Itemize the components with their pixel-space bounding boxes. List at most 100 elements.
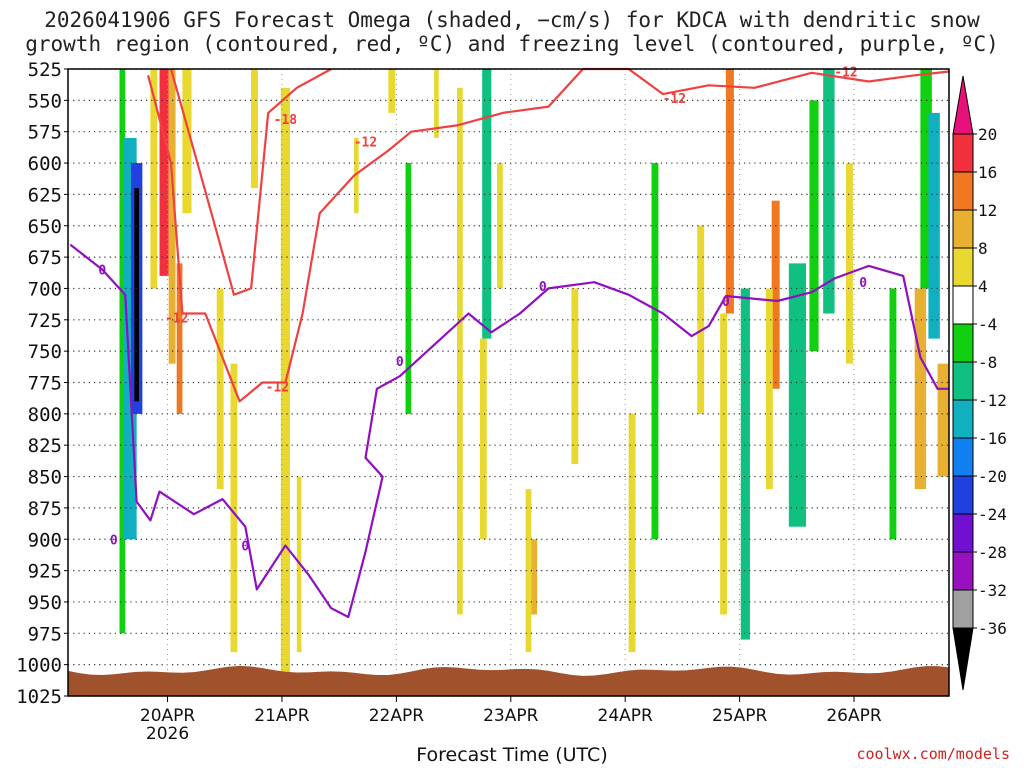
y-tick-label: 800: [28, 404, 62, 426]
y-tick-label: 850: [28, 467, 62, 489]
y-tick-label: 1025: [16, 686, 62, 708]
contour-label: 0: [241, 540, 249, 555]
omega-cell: [134, 188, 139, 402]
omega-cell: [823, 69, 835, 314]
omega-cell: [937, 363, 949, 477]
y-tick-label: 975: [28, 623, 62, 645]
omega-cell: [434, 69, 439, 138]
colorbar-label: -32: [978, 581, 1007, 600]
omega-cell: [765, 288, 773, 490]
contour-label: 0: [396, 355, 404, 370]
y-tick-label: 675: [28, 247, 62, 269]
colorbar-segment: [952, 513, 974, 553]
dgz-minus12-contour: [147, 67, 950, 403]
contour-label: 0: [98, 264, 106, 279]
contour-label: -12: [266, 380, 289, 395]
contour-label: 0: [539, 280, 547, 295]
omega-cell: [571, 288, 579, 465]
y-tick-label: 900: [28, 529, 62, 551]
y-tick-label: 700: [28, 278, 62, 300]
colorbar-label: 16: [978, 163, 997, 182]
contour-label: -12: [834, 66, 857, 81]
x-tick-label: 23APR: [483, 706, 539, 726]
omega-cell: [740, 288, 750, 640]
contour-labels: 0 0 0 0 0 0 0 -12 -12 -12 -12 -12 -18: [98, 66, 867, 555]
y-tick-label: 625: [28, 184, 62, 206]
colorbar-label: 4: [978, 277, 988, 296]
omega-cell: [182, 69, 192, 214]
omega-cell: [457, 87, 463, 615]
colorbar-segment: [952, 171, 974, 211]
x-axis-label: Forecast Time (UTC): [416, 744, 608, 766]
terrain: [68, 665, 949, 696]
contour-label: -12: [165, 311, 188, 326]
freezing-level-contour: [69, 243, 949, 619]
y-tick-label: 875: [28, 498, 62, 520]
y-tick-label: 650: [28, 216, 62, 238]
omega-cell: [230, 363, 238, 653]
y-tick-label: 550: [28, 90, 62, 112]
contour-label: -18: [274, 113, 298, 128]
y-tick-label: 750: [28, 341, 62, 363]
x-tick-label: 22APR: [369, 706, 425, 726]
omega-cell: [725, 69, 734, 314]
y-tick-label: 1000: [16, 655, 62, 677]
y-axis: 525 550 575 600 625 650 675 700 725 750 775 800 825 8…: [16, 59, 950, 708]
omega-cell: [159, 69, 169, 276]
omega-cell: [920, 69, 932, 289]
omega-cell: [846, 163, 853, 364]
colorbar-segment: [952, 285, 974, 325]
chart-title-line-2: growth region (contoured, red, ºC) and f…: [25, 32, 999, 56]
omega-cell: [720, 313, 728, 615]
colorbar-label: -8: [978, 353, 997, 372]
omega-cell: [531, 539, 538, 615]
omega-cell: [479, 338, 487, 540]
omega-cell: [405, 163, 412, 414]
omega-cell: [482, 69, 492, 339]
colorbar-label: -28: [978, 543, 1007, 562]
x-tick-label: 21APR: [254, 706, 310, 726]
colorbar-segment: [952, 323, 974, 363]
omega-cell: [216, 288, 224, 490]
omega-cell: [525, 489, 532, 653]
colorbar-segment: [952, 589, 974, 629]
omega-cell: [651, 163, 659, 540]
chart-title-line-1: 2026041906 GFS Forecast Omega (shaded, −…: [44, 8, 980, 32]
x-tick-label: 25APR: [712, 706, 768, 726]
x-tick-label: 26APR: [826, 706, 882, 726]
dgz-minus18-contour: [169, 68, 332, 296]
colorbar-label: -36: [978, 619, 1007, 638]
omega-cell: [388, 69, 396, 113]
omega-cell: [914, 288, 927, 490]
omega-cell: [697, 225, 705, 414]
omega-cell: [809, 100, 819, 352]
colorbar-segment: [952, 475, 974, 515]
colorbar-label: -4: [978, 315, 997, 334]
colorbar-segment: [952, 437, 974, 477]
y-tick-label: 925: [28, 561, 62, 583]
colorbar-label: 12: [978, 201, 997, 220]
plot-frame: [67, 68, 950, 697]
colorbar-label: -20: [978, 467, 1007, 486]
y-tick-label: 775: [28, 373, 62, 395]
omega-cell: [176, 263, 183, 414]
colorbar-segment: [952, 209, 974, 249]
omega-cell: [150, 69, 158, 289]
y-tick-label: 600: [28, 153, 62, 175]
colorbar-label: -12: [978, 391, 1007, 410]
x-tick-label: 20APR: [140, 706, 196, 726]
colorbar-segment: [952, 551, 974, 591]
colorbar-label: 20: [978, 125, 997, 144]
colorbar-segment: [952, 247, 974, 287]
x-tick-sublabel: 2026: [146, 724, 189, 744]
credit-text: coolwx.com/models: [856, 745, 1010, 763]
contour-label: 0: [722, 295, 730, 310]
omega-cell: [628, 413, 636, 653]
omega-cell: [771, 200, 780, 389]
omega-cell: [119, 69, 126, 634]
contour-label: -12: [663, 92, 686, 107]
omega-cell: [889, 288, 897, 540]
contour-label: 0: [110, 533, 118, 548]
